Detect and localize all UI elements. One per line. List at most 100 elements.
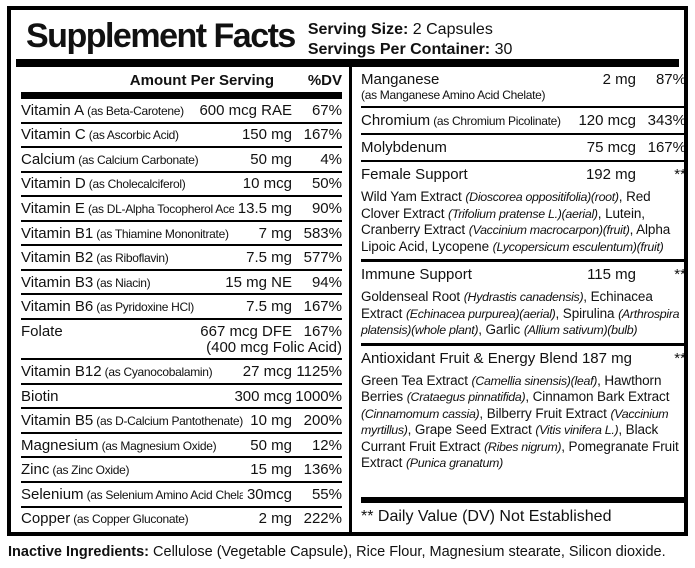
nutrient-form: (as Thiamine Mononitrate) xyxy=(93,226,229,241)
table-row: Vitamin B1 (as Thiamine Mononitrate) 7 mg… xyxy=(21,219,342,245)
nutrient-name: Copper (as Copper Gluconate) xyxy=(21,510,189,528)
serving-size-value: 2 Capsules xyxy=(412,21,493,38)
nutrient-amount: 600 mcg RAE xyxy=(199,101,292,119)
inactive-ingredients: Inactive Ingredients: Cellulose (Vegetab… xyxy=(7,536,688,561)
nutrient-dv: 87% xyxy=(655,71,686,88)
nutrient-line: Vitamin A (as Beta-Carotene) 600 mcg RAE 6… xyxy=(21,102,342,119)
nutrient-name: Zinc (as Zinc Oxide) xyxy=(21,461,130,479)
nutrient-line: Vitamin B1 (as Thiamine Mononitrate) 7 mg… xyxy=(21,225,342,242)
nutrient-name: Manganese xyxy=(361,71,440,88)
table-row: Vitamin B6 (as Pyridoxine HCl) 7.5 mg 167% xyxy=(21,293,342,318)
ingredient-text: , Bilberry Fruit Extract xyxy=(479,405,611,421)
nutrient-amount: 7 mg xyxy=(258,224,292,242)
nutrient-amount: 13.5 mg xyxy=(237,199,292,217)
nutrient-line: Immune Support 115 mg ** xyxy=(361,266,686,283)
botanical-name: (Camellia sinensis)(leaf) xyxy=(471,373,598,388)
header-divider-bar xyxy=(16,59,679,67)
nutrient-dv: 55% xyxy=(311,485,342,503)
servings-per-container-value: 30 xyxy=(494,41,513,58)
botanical-name: (Allium sativum)(bulb) xyxy=(523,323,638,337)
nutrient-line: Molybdenum 75 mcg 167% xyxy=(361,139,684,156)
nutrient-name: Vitamin B2 (as Riboflavin) xyxy=(21,249,169,267)
nutrient-dv: 577% xyxy=(303,249,342,267)
table-row: Immune Support 115 mg ** xyxy=(361,259,686,287)
nutrient-amount: 27 mcg xyxy=(242,363,292,381)
nutrient-amount: 7.5 mg xyxy=(246,249,292,267)
nutrient-dv: 200% xyxy=(303,412,342,430)
nutrient-amount: 192 mg xyxy=(585,166,636,183)
nutrient-name: Immune Support xyxy=(361,266,472,283)
nutrient-form: (as Magnesium Oxide) xyxy=(98,438,217,453)
nutrient-line: Copper (as Copper Gluconate) 2 mg 222% xyxy=(21,510,342,527)
nutrient-form: (as Pyridoxine HCl) xyxy=(93,300,194,315)
nutrient-amount: 150 mg xyxy=(241,126,292,144)
nutrient-form: (as Cyanocobalamin) xyxy=(101,365,213,380)
nutrient-line: Chromium (as Chromium Picolinate) 120 mcg… xyxy=(361,112,684,129)
nutrient-name: Biotin xyxy=(21,387,59,405)
nutrient-line: Antioxidant Fruit & Energy Blend 187 mg *… xyxy=(361,349,684,367)
nutrient-amount: 2 mg xyxy=(602,71,636,88)
table-row: Calcium (as Calcium Carbonate) 50 mg 4% xyxy=(21,146,342,171)
nutrient-form: (as DL-Alpha Tocopherol Acetate) xyxy=(87,201,234,216)
nutrient-line: Vitamin B5 (as D-Calcium Pantothenate) 10… xyxy=(21,412,342,429)
nutrient-form-subline: (as Manganese Amino Acid Chelate) xyxy=(361,88,546,102)
nutrient-form: (as Beta-Carotene) xyxy=(84,103,184,118)
nutrient-line: Zinc (as Zinc Oxide) 15 mg 136% xyxy=(21,461,342,478)
nutrient-line: Vitamin B6 (as Pyridoxine HCl) 7.5 mg 167% xyxy=(21,298,342,315)
botanical-name: (Crataegus pinnatifida) xyxy=(406,390,526,404)
table-row: Folate 667 mcg DFE 167% (400 mcg Folic Acid… xyxy=(21,317,342,358)
nutrient-name: Vitamin C (as Ascorbic Acid) xyxy=(21,126,179,144)
table-row: Copper (as Copper Gluconate) 2 mg 222% xyxy=(21,505,342,531)
nutrient-form: (as Niacin) xyxy=(93,275,151,290)
botanical-name: (Punica granatum) xyxy=(405,456,503,470)
nutrient-name: Folate xyxy=(21,322,63,340)
ingredient-text: , Black Currant Fruit Extract xyxy=(361,422,659,454)
nutrient-form: (as Copper Gluconate) xyxy=(70,512,189,527)
nutrient-line: Biotin 300 mcg 1000% xyxy=(21,388,342,405)
table-row: Biotin 300 mcg 1000% xyxy=(21,382,342,408)
nutrient-dv: 1000% xyxy=(295,387,342,405)
table-row: Female Support 192 mg ** xyxy=(361,160,686,187)
nutrient-name: Antioxidant Fruit & Energy Blend 187 mg xyxy=(361,349,632,367)
nutrient-name: Selenium (as Selenium Amino Acid Chelate… xyxy=(21,486,243,503)
botanical-name: (Dioscorea oppositifolia)(root) xyxy=(465,190,619,204)
table-row: Vitamin B3 (as Niacin) 15 mg NE 94% xyxy=(21,268,342,294)
nutrient-form: (as Selenium Amino Acid Chelate) xyxy=(83,487,243,502)
servings-per-container-line: Servings Per Container: 30 xyxy=(308,40,513,60)
ingredient-text: , Grape Seed Extract xyxy=(407,422,536,437)
nutrient-amount: 120 mcg xyxy=(578,112,636,129)
nutrient-line: Vitamin B12 (as Cyanocobalamin) 27 mcg 112… xyxy=(21,363,342,380)
ingredient-text: , Alpha Lipoic Acid, Lycopene xyxy=(361,222,671,254)
serving-size-label: Serving Size: xyxy=(307,21,409,38)
nutrient-dv: ** xyxy=(674,266,686,283)
table-row: Manganese 2 mg 87% (as Manganese Amino Acid… xyxy=(361,67,686,106)
column-header: Amount Per Serving %DV xyxy=(21,67,342,97)
servings-per-container-label: Servings Per Container: xyxy=(307,41,491,58)
nutrient-name: Vitamin B6 (as Pyridoxine HCl) xyxy=(21,298,194,316)
botanical-name: (Trifolium pratense L.)(aerial) xyxy=(448,206,598,221)
nutrient-name: Vitamin B3 (as Niacin) xyxy=(21,273,151,291)
botanical-name: (Lycopersicum esculentum)(fruit) xyxy=(492,239,664,254)
nutrient-line: Vitamin C (as Ascorbic Acid) 150 mg 167% xyxy=(21,126,342,143)
nutrient-form: (as Riboflavin) xyxy=(93,251,169,266)
nutrient-dv: 136% xyxy=(303,461,342,479)
nutrient-amount: 2 mg xyxy=(258,510,292,528)
facts-panel: Supplement Facts Serving Size: 2 Capsule… xyxy=(7,6,688,536)
table-row: Magnesium (as Magnesium Oxide) 50 mg 12% xyxy=(21,431,342,457)
nutrient-name: Calcium (as Calcium Carbonate) xyxy=(21,150,199,168)
botanical-name: (Vaccinium macrocarpon)(fruit) xyxy=(468,223,630,237)
nutrient-amount: 15 mg xyxy=(250,461,292,479)
nutrient-dv: 12% xyxy=(311,436,342,454)
table-row: Molybdenum 75 mcg 167% xyxy=(361,133,684,160)
ingredient-text: , Cinnamon Bark Extract xyxy=(525,389,670,404)
nutrient-dv: 1125% xyxy=(296,363,342,381)
botanical-name: (Arthrospira platensis)(whole plant) xyxy=(361,306,680,338)
botanical-name: (Hydrastis canadensis) xyxy=(463,290,584,304)
left-column: Amount Per Serving %DV Vitamin A (as Bet… xyxy=(11,67,352,532)
nutrient-form: (as Zinc Oxide) xyxy=(49,463,130,478)
label-header: Supplement Facts Serving Size: 2 Capsule… xyxy=(11,10,684,59)
nutrient-dv: ** xyxy=(674,166,686,183)
nutrient-amount-note: (400 mcg Folic Acid) xyxy=(206,338,342,356)
nutrient-dv: 94% xyxy=(311,273,342,291)
botanical-name: (Echinacea purpurea)(aerial) xyxy=(405,306,556,321)
